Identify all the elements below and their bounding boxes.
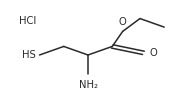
Text: O: O [119, 17, 127, 27]
Text: HS: HS [22, 50, 36, 60]
Text: NH₂: NH₂ [78, 80, 98, 90]
Text: HCl: HCl [19, 16, 36, 26]
Text: O: O [149, 48, 157, 58]
